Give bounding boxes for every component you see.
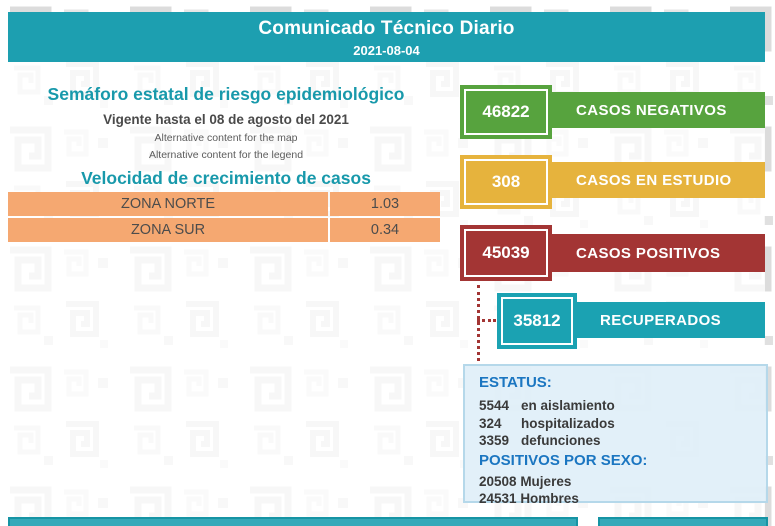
mujeres-label: Mujeres: [520, 473, 572, 489]
semaforo-heading: Semáforo estatal de riesgo epidemiológic…: [47, 84, 405, 104]
aislamiento-count: 5544: [479, 398, 510, 413]
hospitalizados-label: hospitalizados: [521, 415, 615, 431]
growth-rate-table: ZONA NORTE 1.03 ZONA SUR 0.34: [8, 192, 440, 244]
hospitalizados-count: 324: [479, 415, 502, 431]
connector-horizontal-dotted-line: [477, 319, 496, 322]
estatus-heading: ESTATUS:: [479, 374, 552, 391]
aislamiento-label: en aislamiento: [521, 398, 615, 413]
estatus-item: 3359 defunciones: [479, 432, 766, 450]
bottom-bar-right: [598, 517, 768, 526]
defunciones-count: 3359: [479, 433, 510, 448]
casos-positivos-label-bar: CASOS POSITIVOS: [548, 234, 765, 272]
estatus-panel: ESTATUS: 5544 en aislamiento 324 hospitali…: [463, 364, 768, 506]
sexo-item: 20508 Mujeres: [479, 473, 766, 491]
recuperados-value-box: 35812: [501, 297, 573, 345]
zone-value-cell: 0.34: [330, 218, 440, 242]
zone-value-cell: 1.03: [330, 192, 440, 216]
left-column: Semáforo estatal de riesgo epidemiológic…: [8, 84, 444, 189]
bottom-bar-left: [8, 517, 578, 526]
estatus-item: 5544 en aislamiento: [479, 397, 766, 415]
casos-en-estudio-value-box: 308: [464, 159, 548, 205]
casos-negativos-label-bar: CASOS NEGATIVOS: [548, 92, 765, 128]
legend-alt-text: Alternative content for the legend: [148, 149, 304, 161]
page-title: Comunicado Técnico Diario: [258, 18, 515, 39]
casos-en-estudio-label-bar: CASOS EN ESTUDIO: [548, 162, 765, 198]
velocidad-heading: Velocidad de crecimiento de casos: [81, 168, 371, 188]
table-row: ZONA NORTE 1.03: [8, 192, 440, 216]
hombres-count: 24531: [479, 491, 517, 506]
casos-positivos-value-box: 45039: [464, 229, 548, 277]
table-row: ZONA SUR 0.34: [8, 218, 440, 242]
casos-negativos-value-box: 46822: [464, 89, 548, 135]
connector-vertical-dotted-line: [477, 285, 480, 361]
header-banner: Comunicado Técnico Diario 2021-08-04: [8, 12, 765, 62]
sexo-item: 24531 Hombres: [479, 490, 766, 508]
recuperados-label-bar: RECUPERADOS: [572, 302, 765, 338]
mujeres-count: 20508: [479, 473, 517, 489]
zone-name-cell: ZONA NORTE: [8, 192, 328, 216]
hombres-label: Hombres: [520, 491, 579, 506]
vigente-subheading: Vigente hasta el 08 de agosto del 2021: [103, 112, 349, 127]
zone-name-cell: ZONA SUR: [8, 218, 328, 242]
report-date: 2021-08-04: [353, 43, 420, 58]
positivos-por-sexo-heading: POSITIVOS POR SEXO:: [479, 451, 648, 469]
estatus-item: 324 hospitalizados: [479, 415, 766, 433]
map-alt-text: Alternative content for the map: [154, 132, 298, 144]
defunciones-label: defunciones: [521, 433, 601, 448]
